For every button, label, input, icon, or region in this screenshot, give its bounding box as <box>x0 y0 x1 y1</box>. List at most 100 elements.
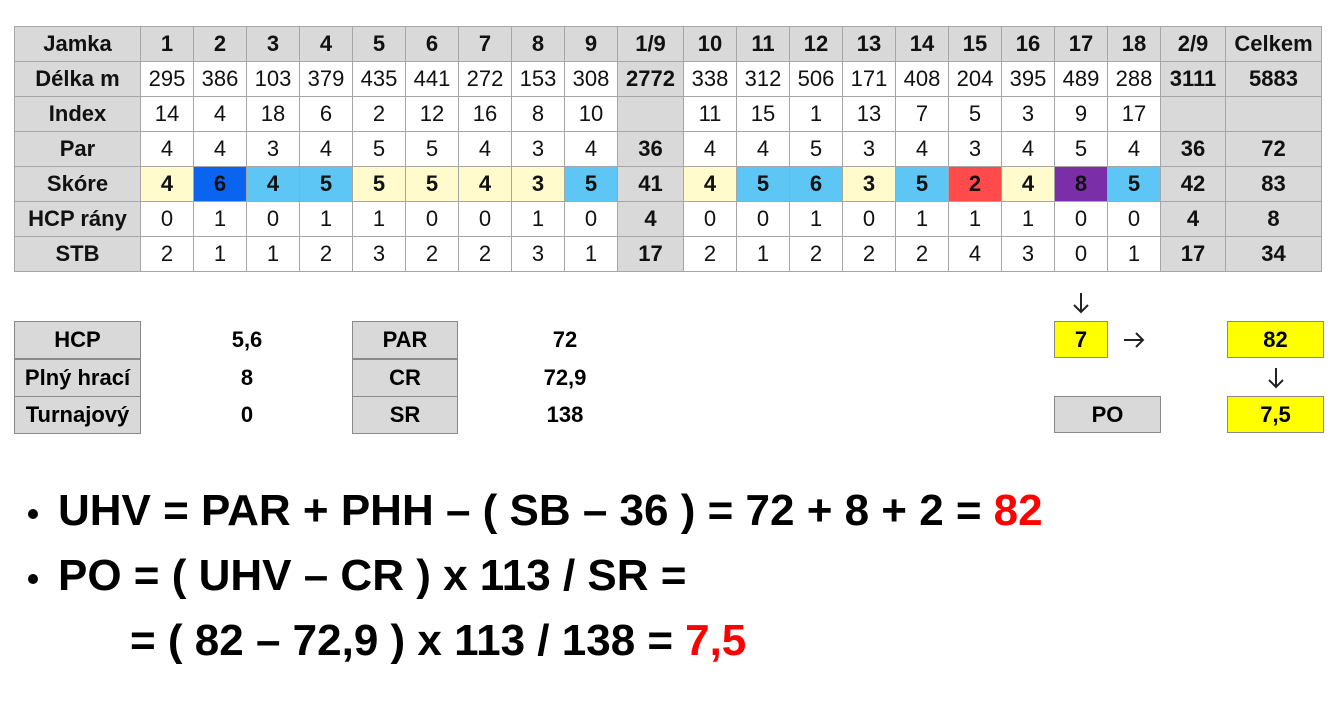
header-cell: 18 <box>1107 26 1161 62</box>
cell: 17 <box>1160 236 1226 272</box>
formula-result: 7,5 <box>685 616 747 665</box>
course-label: CR <box>352 358 458 397</box>
cell: 4 <box>948 236 1002 272</box>
cell: 0 <box>1054 201 1108 237</box>
cell: 8 <box>1225 201 1322 237</box>
cell: 4 <box>1107 131 1161 167</box>
cell: 5883 <box>1225 61 1322 97</box>
bullet <box>28 509 38 519</box>
header-cell: 9 <box>564 26 618 62</box>
row: Délka m 295 386 103 379 435 441 272 153 308 2772 33… <box>14 61 1322 97</box>
formula-text: = ( 82 – 72,9 ) x 113 / 138 = <box>130 616 674 665</box>
cell: 1 <box>511 201 565 237</box>
cell: 4 <box>458 166 512 202</box>
cell: 2 <box>458 236 512 272</box>
cell: 1 <box>736 236 790 272</box>
handicap-label: Turnajový <box>14 396 141 434</box>
cell: 2772 <box>617 61 684 97</box>
cell: 7 <box>895 96 949 132</box>
header-cell: Celkem <box>1225 26 1322 62</box>
cell: 41 <box>617 166 684 202</box>
header-cell: 14 <box>895 26 949 62</box>
cell: 0 <box>140 201 194 237</box>
cell: 435 <box>352 61 406 97</box>
cell: 295 <box>140 61 194 97</box>
cell: 2 <box>299 236 353 272</box>
cell: 103 <box>246 61 300 97</box>
cell: 10 <box>564 96 618 132</box>
cell: 3 <box>511 166 565 202</box>
cell: 5 <box>895 166 949 202</box>
cell: 0 <box>405 201 459 237</box>
cell: 2 <box>895 236 949 272</box>
cell: 16 <box>458 96 512 132</box>
cell: 3 <box>511 236 565 272</box>
cell: 36 <box>1160 131 1226 167</box>
cell: 3 <box>842 166 896 202</box>
cell: 4 <box>140 131 194 167</box>
cell: 11 <box>683 96 737 132</box>
cell <box>1225 96 1322 132</box>
cell: 4 <box>683 131 737 167</box>
formula-text: UHV = PAR + PHH – ( SB – 36 ) = 72 + 8 +… <box>58 486 982 535</box>
cell: 2 <box>140 236 194 272</box>
cell: 0 <box>564 201 618 237</box>
cell: 36 <box>617 131 684 167</box>
cell: 1 <box>789 96 843 132</box>
cell: 4 <box>617 201 684 237</box>
cell: 17 <box>617 236 684 272</box>
cell: 2 <box>948 166 1002 202</box>
cell: 5 <box>299 166 353 202</box>
row: STB 2 1 1 2 3 2 2 3 1 17 2 1 2 2 2 4 3 0 1 17 34 <box>14 236 1322 272</box>
row: Skóre 4 6 4 5 5 5 4 3 5 41 4 5 6 3 5 2 4 8 5 42 83 <box>14 166 1322 202</box>
cell: 0 <box>458 201 512 237</box>
cell: 5 <box>564 166 618 202</box>
cell: 3111 <box>1160 61 1226 97</box>
cell: 395 <box>1001 61 1055 97</box>
handicap-value: 0 <box>240 402 254 427</box>
header-cell: 7 <box>458 26 512 62</box>
row: HCP rány 0 1 0 1 1 0 0 1 0 4 0 0 1 0 1 1 1 0 0 4 8 <box>14 201 1322 237</box>
cell: 4 <box>736 131 790 167</box>
cell: 0 <box>1107 201 1161 237</box>
cell: 312 <box>736 61 790 97</box>
cell: 5 <box>405 166 459 202</box>
cell: 6 <box>299 96 353 132</box>
header-cell: 17 <box>1054 26 1108 62</box>
handicap-value: 8 <box>240 364 254 390</box>
row: Index 14 4 18 6 2 12 16 8 10 11 15 1 13 7 5 3 9 17 <box>14 96 1322 132</box>
cell: 4 <box>895 131 949 167</box>
cell: 489 <box>1054 61 1108 97</box>
row: Par 4 4 3 4 5 5 4 3 4 36 4 4 5 3 4 3 4 5 4 36 72 <box>14 131 1322 167</box>
cell: 3 <box>1001 96 1055 132</box>
header-cell: 13 <box>842 26 896 62</box>
cell: 1 <box>895 201 949 237</box>
cell: 1 <box>1107 236 1161 272</box>
formula: = ( 82 – 72,9 ) x 113 / 138 = 7,5 <box>130 616 746 666</box>
row-label: Skóre <box>14 166 141 202</box>
header-cell: 12 <box>789 26 843 62</box>
cell: 2 <box>842 236 896 272</box>
cell: 5 <box>736 166 790 202</box>
cell: 9 <box>1054 96 1108 132</box>
cell: 0 <box>246 201 300 237</box>
cell: 4 <box>683 166 737 202</box>
row-label: HCP rány <box>14 201 141 237</box>
cell: 3 <box>246 131 300 167</box>
cell: 1 <box>564 236 618 272</box>
cell: 0 <box>1054 236 1108 272</box>
cell: 72 <box>1225 131 1322 167</box>
cell: 506 <box>789 61 843 97</box>
header-row: Jamka 1 2 3 4 5 6 7 8 9 1/9 10 11 12 13 14 15 16 17 18 2/9 Ce… <box>14 26 1322 62</box>
cell: 4 <box>193 96 247 132</box>
header-cell: 3 <box>246 26 300 62</box>
cell: 5 <box>405 131 459 167</box>
course-value: 72 <box>552 327 578 352</box>
header-cell: 2 <box>193 26 247 62</box>
cell: 17 <box>1107 96 1161 132</box>
cell: 5 <box>352 166 406 202</box>
cell: 4 <box>1001 131 1055 167</box>
po-label: PO <box>1054 396 1161 433</box>
